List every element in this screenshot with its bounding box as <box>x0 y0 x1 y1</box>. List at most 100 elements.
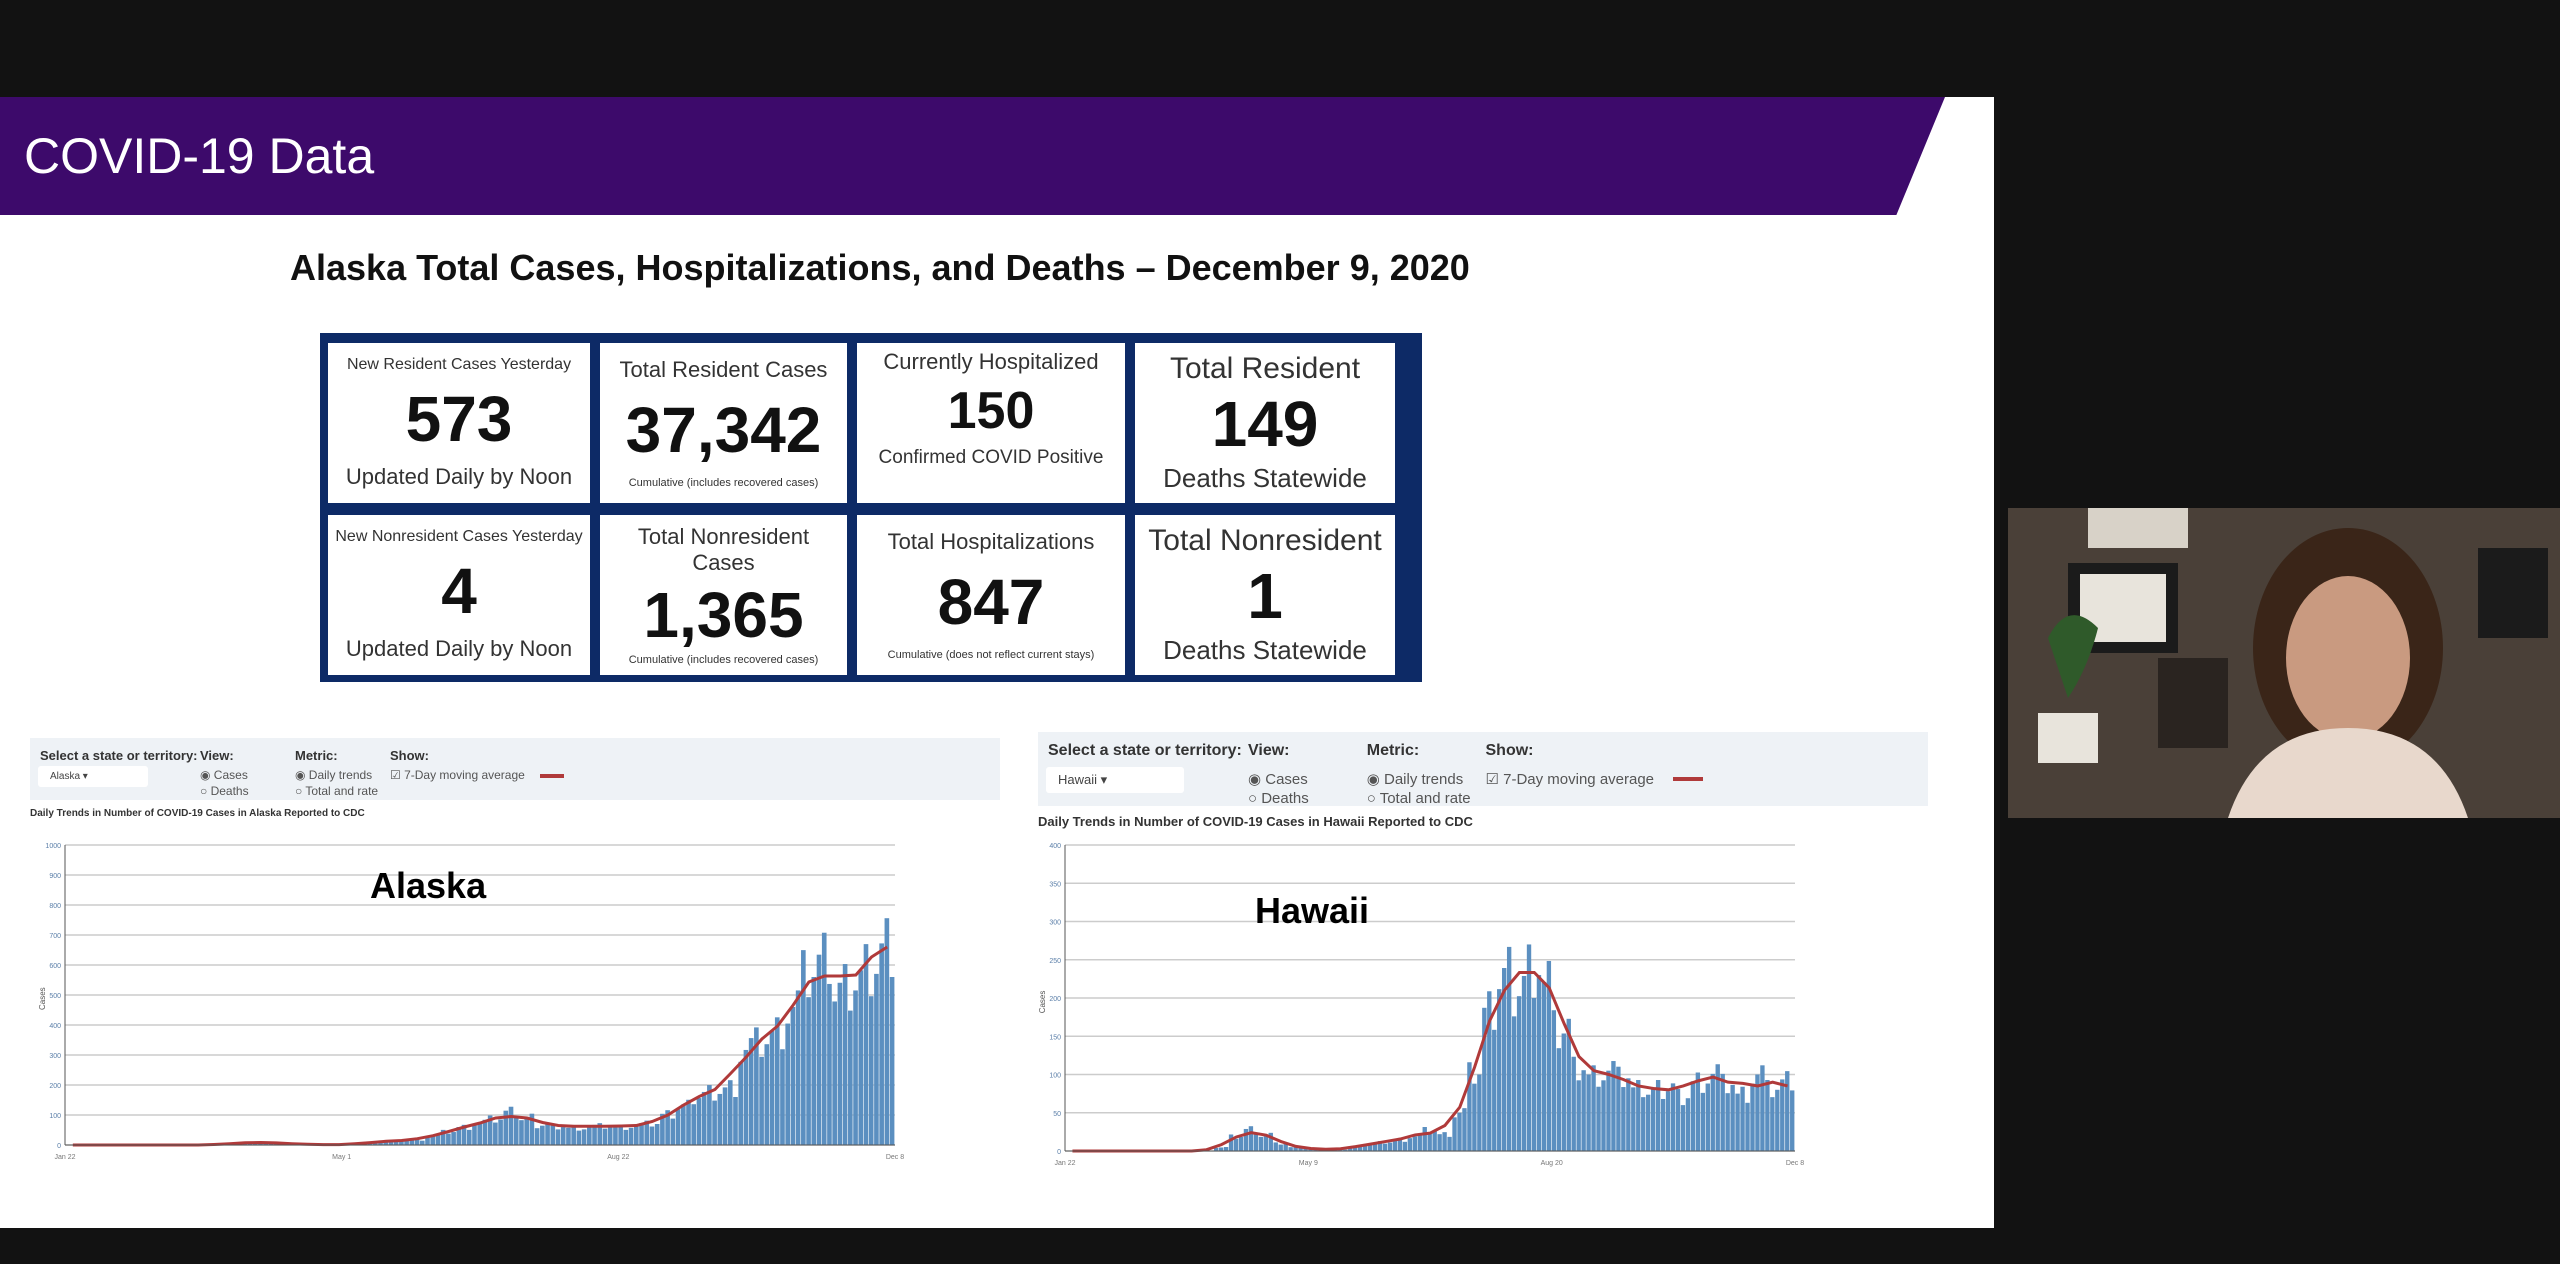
bar <box>884 918 890 1145</box>
bar <box>378 1142 383 1145</box>
metric-daily-radio[interactable]: ◉ Daily trends <box>1366 770 1464 788</box>
bar <box>550 1123 556 1145</box>
bar <box>628 1127 634 1145</box>
bar <box>1715 1064 1720 1151</box>
moving-average-line <box>1072 971 1788 1153</box>
metric-total-radio[interactable]: ○ Total and rate <box>1366 789 1471 807</box>
bar <box>842 964 848 1145</box>
stat-card: Total Resident Cases 37,342 Cumulative (in… <box>600 343 847 503</box>
bar <box>503 1110 509 1145</box>
bar <box>858 970 864 1145</box>
state-overlay-label: Alaska <box>370 865 487 906</box>
stat-title: Currently Hospitalized <box>883 349 1099 374</box>
bar <box>827 983 832 1145</box>
bar <box>451 1132 456 1145</box>
view-deaths-radio[interactable]: ○ Deaths <box>1248 789 1309 807</box>
bar <box>1675 1089 1681 1151</box>
bar <box>1387 1142 1393 1151</box>
bar <box>696 1098 702 1145</box>
bar <box>1561 1033 1566 1151</box>
chart-plot: 0 100 200 300 400 500 600 700 800 900 1000 Cases Jan… <box>38 843 904 1161</box>
bar <box>1725 1093 1730 1151</box>
bar <box>1511 1016 1517 1151</box>
bar <box>1546 960 1552 1151</box>
y-tick-label: 0 <box>57 1143 61 1150</box>
bar <box>1457 1112 1462 1151</box>
bar <box>1641 1097 1646 1151</box>
bar <box>1631 1087 1636 1151</box>
moving-average-checkbox[interactable]: ☑ 7-Day moving average <box>1485 770 1655 788</box>
bar <box>780 1049 785 1145</box>
bar <box>1477 1074 1482 1151</box>
bar <box>623 1129 629 1145</box>
stat-sub: Updated Daily by Noon <box>345 464 573 490</box>
bar <box>1447 1136 1452 1151</box>
y-tick-label: 50 <box>1053 1111 1061 1118</box>
title-banner: COVID-19 Data <box>0 97 1945 215</box>
view-deaths-radio[interactable]: ○ Deaths <box>200 784 249 798</box>
stat-card: Currently Hospitalized 150 Confirmed COVID… <box>857 343 1125 503</box>
bar <box>1238 1136 1244 1151</box>
bar <box>837 982 843 1145</box>
x-tick-label: Jan 22 <box>54 1154 75 1161</box>
bar <box>1402 1141 1408 1151</box>
stat-title: Total Resident <box>1169 352 1361 386</box>
bar <box>1690 1081 1696 1151</box>
state-select-dropdown[interactable]: Hawaii ▾ <box>1046 767 1184 793</box>
bar <box>848 1010 853 1145</box>
y-tick-label: 0 <box>1057 1149 1061 1156</box>
bar <box>1710 1073 1715 1151</box>
bar <box>701 1091 707 1145</box>
bar <box>1576 1080 1581 1151</box>
stat-title: New Nonresident Cases Yesterday <box>335 527 583 545</box>
view-cases-radio[interactable]: ◉ Cases <box>200 768 248 782</box>
bar <box>1268 1132 1273 1151</box>
bar <box>1586 1074 1591 1151</box>
view-cases-radio[interactable]: ◉ Cases <box>1248 770 1308 788</box>
bar <box>660 1113 665 1145</box>
bar <box>524 1116 529 1145</box>
bar <box>806 997 811 1145</box>
view-label: View: <box>1248 742 1290 759</box>
bar <box>534 1128 540 1145</box>
bar <box>1636 1080 1641 1151</box>
bar <box>1700 1092 1706 1151</box>
bar <box>1566 1018 1571 1151</box>
bar <box>1516 996 1522 1151</box>
bar <box>1213 1147 1219 1151</box>
bar <box>633 1125 639 1145</box>
bar <box>769 1031 775 1145</box>
state-select-dropdown[interactable]: Alaska ▾ <box>38 766 148 787</box>
bar <box>592 1124 597 1145</box>
bar <box>1298 1147 1303 1151</box>
metric-daily-radio[interactable]: ◉ Daily trends <box>295 768 373 782</box>
y-tick-label: 700 <box>49 933 61 940</box>
stat-value: 847 <box>937 565 1045 638</box>
bar <box>654 1124 660 1145</box>
bar <box>1228 1134 1234 1151</box>
moving-average-legend-swatch <box>540 774 564 778</box>
bar <box>1258 1136 1264 1151</box>
bar <box>675 1109 681 1145</box>
select-label: Select a state or territory: <box>40 748 198 763</box>
bar <box>618 1124 623 1145</box>
x-tick-label: Dec 8 <box>1786 1160 1804 1167</box>
bar <box>874 973 879 1145</box>
stat-sub: Confirmed COVID Positive <box>878 447 1104 468</box>
metric-label: Metric: <box>295 748 338 763</box>
bar <box>1581 1070 1586 1151</box>
bar <box>707 1085 712 1145</box>
metric-total-radio[interactable]: ○ Total and rate <box>295 784 379 798</box>
bar <box>419 1140 425 1145</box>
moving-average-checkbox[interactable]: ☑ 7-Day moving average <box>390 768 525 782</box>
bar <box>1730 1084 1735 1151</box>
bar <box>712 1100 717 1145</box>
stat-sub: Updated Daily by Noon <box>345 636 573 662</box>
bar <box>587 1127 592 1145</box>
presenter-video-frame <box>2008 508 2560 818</box>
stat-title: New Resident Cases Yesterday <box>346 355 572 373</box>
bar <box>1760 1065 1765 1151</box>
bar <box>743 1049 749 1145</box>
bar <box>1377 1141 1383 1151</box>
bar <box>1541 982 1547 1151</box>
